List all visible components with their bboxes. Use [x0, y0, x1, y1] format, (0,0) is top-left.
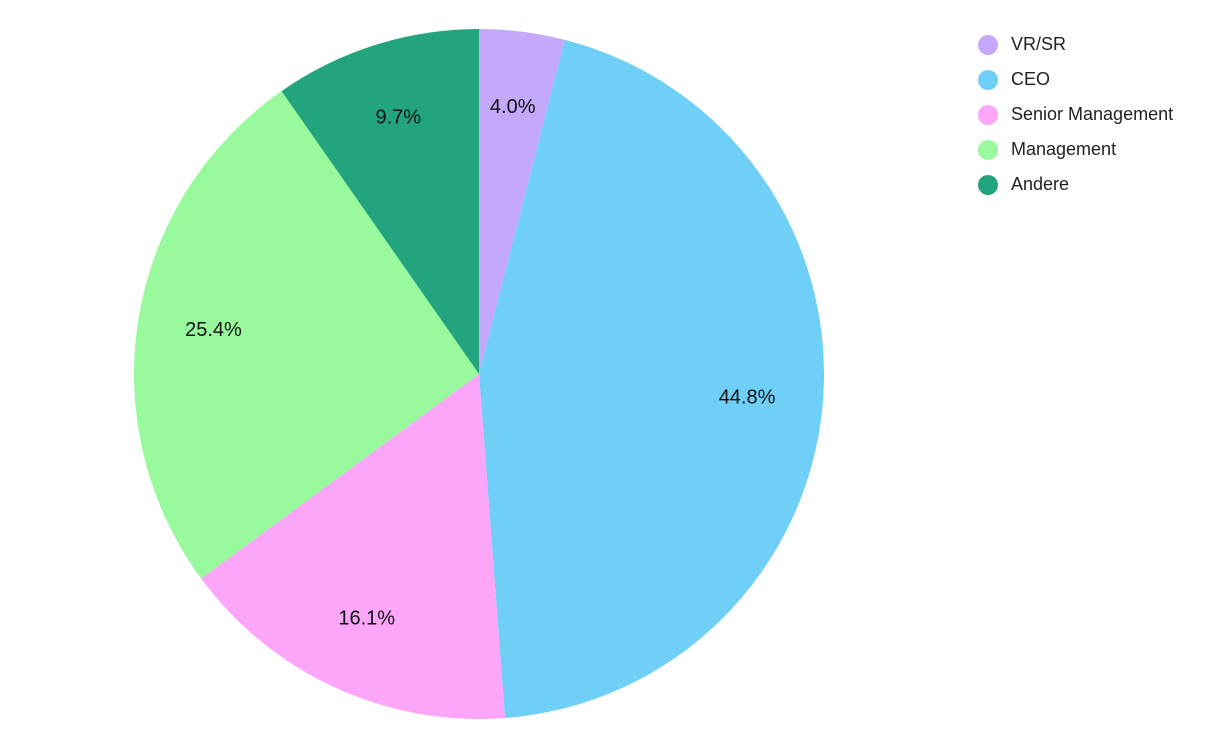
pie-slice-vr-sr: [479, 29, 565, 374]
legend-swatch: [978, 34, 998, 55]
legend-item-ceo[interactable]: CEO: [978, 62, 1173, 97]
slice-label-andere: 9.7%: [375, 106, 421, 128]
pie-slice-labels: 4.0% 44.8% 16.1% 25.4% 9.7%: [185, 96, 776, 630]
slice-label-vr-sr: 4.0%: [490, 96, 536, 118]
legend-swatch: [978, 139, 998, 160]
legend-label: VR/SR: [1011, 34, 1067, 54]
pie-slice-ceo: [479, 39, 825, 719]
legend-item-vr-sr[interactable]: VR/SR: [978, 27, 1173, 62]
legend-label: Andere: [1011, 174, 1070, 194]
legend-label: Senior Management: [1011, 104, 1174, 124]
slice-label-ceo: 44.8%: [719, 387, 776, 409]
legend-label: Management: [1011, 139, 1117, 159]
legend-swatch: [978, 69, 998, 90]
pie-slices: [134, 29, 825, 719]
chart-legend: VR/SR CEO Senior Management Management Ander…: [978, 27, 1173, 202]
legend-label: CEO: [1011, 69, 1051, 89]
pie-slice-senior-management: [201, 374, 505, 719]
legend-item-andere[interactable]: Andere: [978, 167, 1173, 202]
slice-label-management: 25.4%: [185, 319, 242, 341]
pie-slice-andere: [281, 29, 479, 374]
legend-swatch: [978, 104, 998, 125]
slice-label-senior-management: 16.1%: [338, 608, 395, 630]
pie-slice-management: [134, 91, 479, 579]
legend-swatch: [978, 174, 998, 195]
legend-item-senior-management[interactable]: Senior Management: [978, 97, 1173, 132]
legend-item-management[interactable]: Management: [978, 132, 1173, 167]
